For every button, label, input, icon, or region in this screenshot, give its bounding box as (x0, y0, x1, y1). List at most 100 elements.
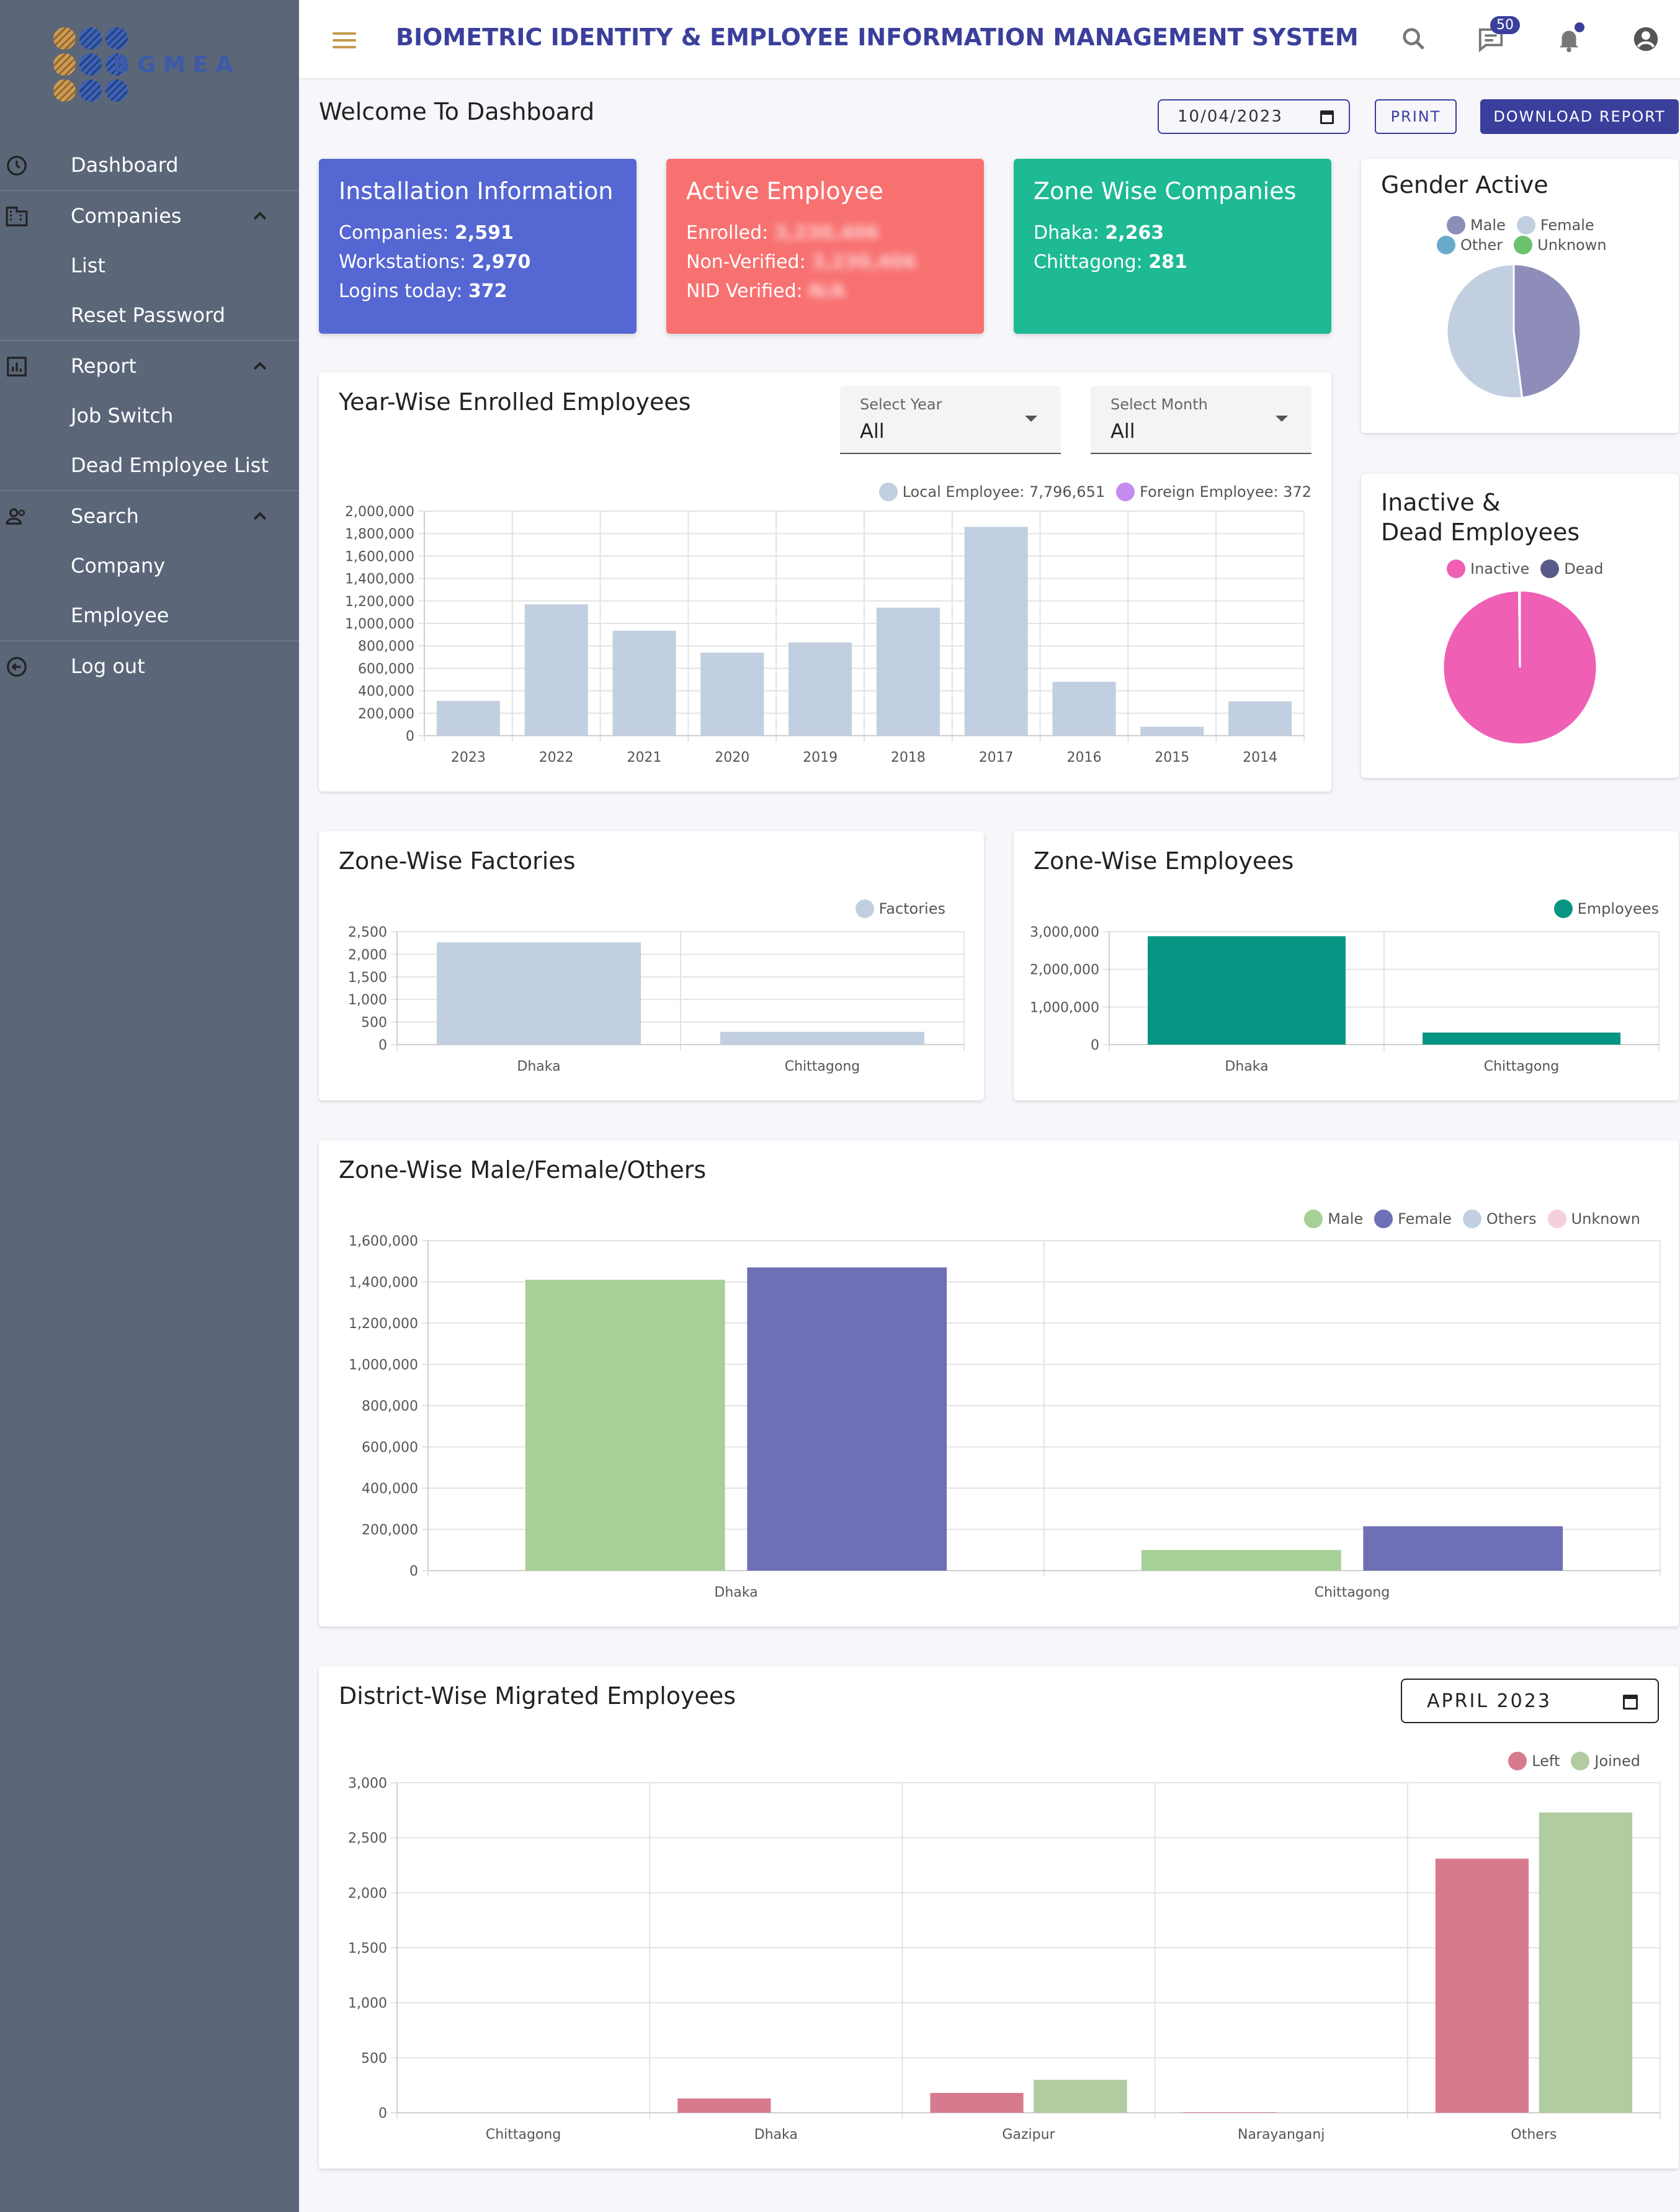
y-tick-label: 400,000 (362, 1481, 418, 1497)
sidebar-item-report[interactable]: Report (0, 341, 299, 391)
bar-local-employee[interactable] (964, 527, 1028, 736)
x-tick-label: 2020 (715, 750, 749, 765)
bar-employees[interactable] (1423, 1032, 1620, 1045)
legend-label[interactable]: Male (1328, 1210, 1364, 1228)
sidebar-item-dead-employee-list[interactable]: Dead Employee List (71, 453, 269, 477)
top-app-bar: BIOMETRIC IDENTITY & EMPLOYEE INFORMATIO… (299, 0, 1680, 79)
divider (0, 190, 299, 191)
date-picker[interactable]: 10/04/2023 (1158, 99, 1350, 134)
y-tick-label: 1,400,000 (349, 1275, 418, 1291)
bar-male[interactable] (525, 1280, 725, 1571)
zone-wise-employees-card: Zone-Wise Employees Employees 0 1,000,000… (1014, 831, 1679, 1100)
pie-slice-dead[interactable] (1517, 589, 1521, 668)
bar-factories[interactable] (720, 1032, 925, 1045)
bar-local-employee[interactable] (612, 630, 676, 736)
y-tick-label: 0 (406, 729, 414, 744)
card-title: Installation Information (339, 177, 614, 205)
bar-joined[interactable] (1539, 1812, 1633, 2113)
sidebar-item-job-switch[interactable]: Job Switch (71, 404, 174, 427)
bar-factories[interactable] (436, 942, 641, 1045)
bar-local-employee[interactable] (1052, 682, 1116, 736)
legend-label[interactable]: Local Employee: 7,796,651 (902, 483, 1106, 501)
legend-label[interactable]: Dead (1564, 560, 1604, 578)
bar-left[interactable] (1435, 1858, 1529, 2113)
legend-label[interactable]: Others (1486, 1210, 1537, 1228)
stat-label: NID Verified: (686, 280, 809, 302)
chart-legend: Local Employee: 7,796,651 Foreign Employ… (868, 483, 1311, 501)
calendar-icon[interactable] (1320, 110, 1334, 124)
bar-local-employee[interactable] (789, 642, 852, 736)
legend-label[interactable]: Left (1532, 1752, 1560, 1770)
legend-label[interactable]: Joined (1594, 1752, 1640, 1770)
legend-label[interactable]: Unknown (1537, 236, 1607, 254)
gender-active-card: Gender Active Male Female Other Unknown (1361, 159, 1679, 433)
stat-row: Chittagong: 281 (1034, 251, 1311, 273)
pie-slice-female[interactable] (1445, 263, 1524, 399)
sidebar-item-reset-password[interactable]: Reset Password (71, 303, 226, 327)
card-title: District-Wise Migrated Employees (339, 1682, 736, 1710)
menu-icon[interactable] (333, 32, 356, 48)
x-tick-label: Gazipur (1002, 2127, 1055, 2143)
legend-label[interactable]: Female (1540, 216, 1594, 234)
legend-label[interactable]: Inactive (1470, 560, 1530, 578)
pie-slice-male[interactable] (1512, 263, 1582, 399)
legend-label[interactable]: Unknown (1571, 1210, 1640, 1228)
download-report-button[interactable]: DOWNLOAD REPORT (1480, 99, 1679, 134)
x-tick-label: 2021 (627, 750, 662, 765)
legend-label[interactable]: Male (1470, 216, 1506, 234)
x-tick-label: 2018 (891, 750, 926, 765)
bar-left[interactable] (1182, 2112, 1276, 2113)
card-title-line: Dead Employees (1381, 519, 1580, 546)
legend-label[interactable]: Foreign Employee: 372 (1140, 483, 1311, 501)
legend-swatch (1374, 1210, 1393, 1228)
active-employee-card: Active Employee Enrolled: 3,230,406 Non-… (666, 159, 984, 334)
app-title: BIOMETRIC IDENTITY & EMPLOYEE INFORMATIO… (396, 24, 1359, 51)
y-tick-label: 1,000,000 (349, 1358, 418, 1373)
bar-local-employee[interactable] (436, 700, 500, 736)
account-icon[interactable] (1632, 25, 1660, 53)
print-button[interactable]: PRINT (1375, 99, 1457, 134)
district-migrated-bar-chart: 0 500 1,000 1,500 2,000 2,500 3,000 Chittagong D… (348, 1776, 1661, 2143)
stat-value: 3,230,406 (774, 222, 879, 244)
chevron-up-icon[interactable] (251, 357, 269, 376)
y-tick-label: 1,200,000 (349, 1316, 418, 1332)
sidebar-item-list[interactable]: List (71, 254, 105, 277)
calendar-icon[interactable] (1623, 1695, 1638, 1710)
bar-local-employee[interactable] (700, 653, 764, 736)
y-tick-label: 1,800,000 (345, 527, 414, 542)
legend-label[interactable]: Employees (1577, 900, 1659, 917)
select-year-dropdown[interactable]: Select Year All (840, 386, 1061, 454)
chevron-up-icon[interactable] (251, 207, 269, 226)
bar-employees[interactable] (1148, 936, 1346, 1045)
select-month-dropdown[interactable]: Select Month All (1091, 386, 1311, 454)
select-value: All (1110, 419, 1135, 443)
sidebar-item-employee[interactable]: Employee (71, 604, 169, 627)
sidebar-item-company[interactable]: Company (71, 554, 166, 578)
sidebar-item-dashboard[interactable]: Dashboard (0, 140, 299, 190)
bar-local-employee[interactable] (876, 607, 940, 736)
legend-label[interactable]: Other (1460, 236, 1503, 254)
bar-joined[interactable] (1034, 2079, 1127, 2113)
legend-label[interactable]: Female (1398, 1210, 1452, 1228)
bar-female[interactable] (747, 1267, 947, 1571)
bell-icon[interactable] (1555, 25, 1583, 53)
bgmea-logo[interactable]: BGMEA (53, 27, 239, 108)
bar-left[interactable] (930, 2093, 1024, 2113)
bar-local-employee[interactable] (1140, 726, 1204, 736)
sidebar-item-search[interactable]: Search (0, 491, 299, 541)
bar-local-employee[interactable] (1228, 701, 1292, 736)
legend-label[interactable]: Factories (878, 900, 945, 917)
sidebar-item-companies[interactable]: Companies (0, 191, 299, 241)
sidebar-item-logout[interactable]: Log out (0, 641, 299, 691)
x-tick-label: Dhaka (714, 1585, 757, 1600)
month-picker[interactable]: APRIL 2023 (1401, 1679, 1659, 1723)
chevron-up-icon[interactable] (251, 507, 269, 526)
inactive-dead-pie-chart (1442, 589, 1598, 746)
search-icon[interactable] (1400, 25, 1428, 53)
bar-male[interactable] (1141, 1550, 1341, 1571)
zone-gender-bar-chart: 0 200,000 400,000 600,000 800,000 1,000,000 1,… (349, 1234, 1661, 1600)
bar-local-employee[interactable] (524, 604, 588, 736)
bar-female[interactable] (1363, 1526, 1563, 1571)
bar-left[interactable] (677, 2098, 771, 2113)
select-label: Select Year (860, 396, 942, 413)
